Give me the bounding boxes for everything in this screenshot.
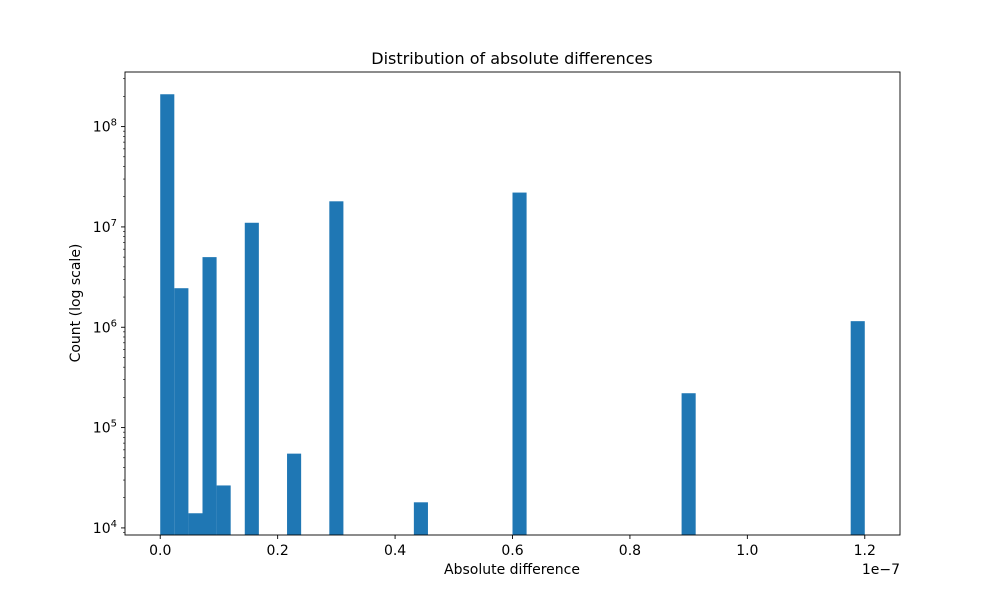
histogram-bar-10 — [681, 393, 696, 535]
y-tick-label: 104 — [93, 519, 117, 537]
histogram-bar-1 — [174, 288, 189, 535]
y-axis-label: Count (log scale) — [68, 244, 84, 363]
histogram-bar-9 — [512, 192, 527, 535]
histogram-bar-5 — [244, 222, 259, 536]
x-tick-label: 0.8 — [619, 543, 641, 559]
y-tick-label: 107 — [93, 218, 117, 236]
histogram-bar-11 — [850, 321, 865, 535]
histogram-bar-7 — [329, 201, 344, 535]
x-tick-label: 1.2 — [854, 543, 876, 559]
histogram-bar-8 — [413, 502, 428, 535]
histogram-bar-4 — [216, 485, 231, 535]
chart-title: Distribution of absolute differences — [371, 49, 652, 68]
x-axis-label: Absolute difference — [444, 562, 580, 578]
y-tick-label: 108 — [93, 118, 117, 136]
histogram-bar-6 — [287, 453, 302, 535]
bars-group — [160, 94, 865, 536]
x-axis-ticks: 0.0 0.2 0.4 0.6 0.8 1.0 1.2 — [149, 535, 876, 559]
x-tick-label: 0.4 — [384, 543, 406, 559]
y-tick-label: 106 — [93, 318, 117, 336]
x-tick-label: 0.0 — [149, 543, 171, 559]
y-tick-label: 105 — [93, 419, 117, 437]
y-axis-ticks: 104 105 106 107 108 — [93, 78, 125, 537]
x-tick-label: 0.6 — [501, 543, 523, 559]
x-tick-label: 1.0 — [736, 543, 758, 559]
x-tick-label: 0.2 — [267, 543, 289, 559]
x-axis-offset-label: 1e−7 — [862, 562, 900, 578]
histogram-bar-0 — [160, 94, 175, 536]
histogram-bar-2 — [188, 513, 203, 535]
histogram-bar-3 — [202, 257, 217, 535]
